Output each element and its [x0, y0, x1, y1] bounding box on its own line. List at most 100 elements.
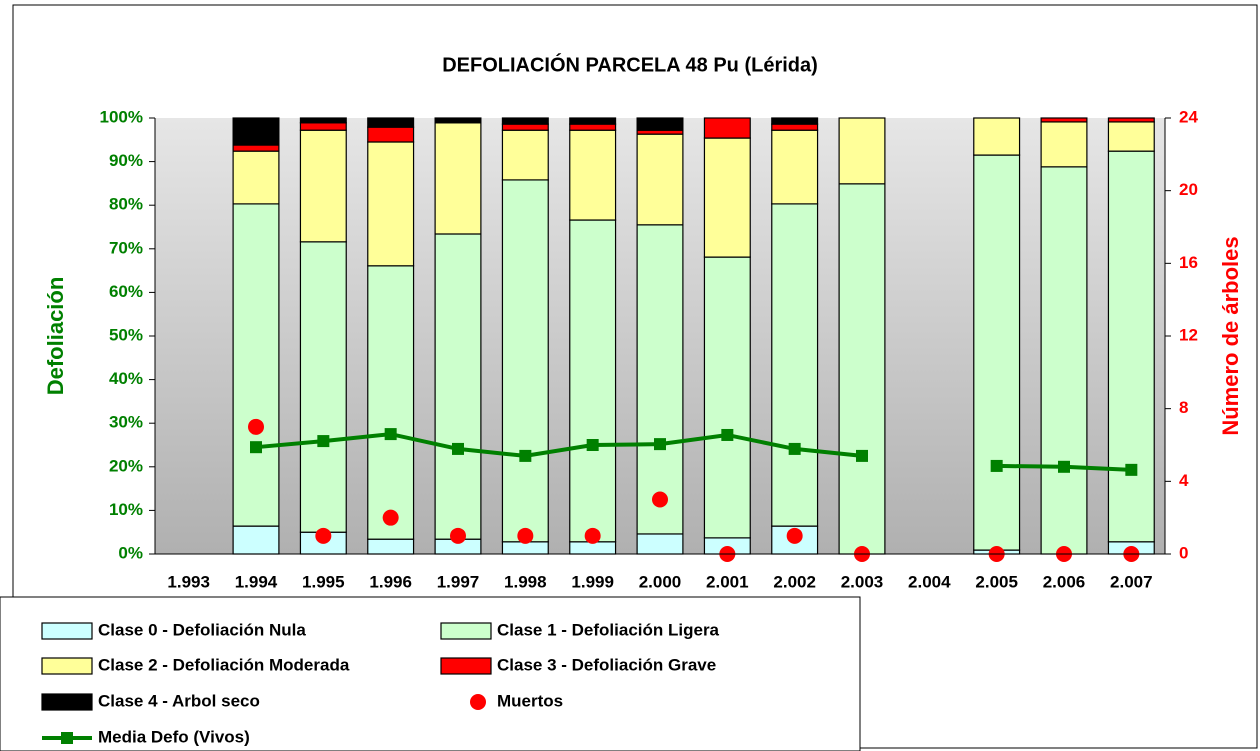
bar-segment — [1107, 117, 1155, 123]
bar-segment — [973, 117, 1021, 156]
line-marker — [990, 459, 1003, 472]
x-tick-label: 2.005 — [975, 572, 1018, 591]
legend-swatch — [41, 657, 93, 675]
bar-segment — [434, 122, 482, 235]
bar-segment — [367, 141, 415, 267]
y2-tick-label: 0 — [1179, 543, 1188, 562]
line-marker — [1125, 463, 1138, 476]
y-tick-label: 40% — [109, 369, 143, 388]
legend-label: Muertos — [497, 691, 563, 710]
bar-segment — [367, 126, 415, 143]
bar-segment — [1040, 121, 1088, 168]
dot — [248, 418, 264, 435]
x-tick-label: 1.997 — [437, 572, 480, 591]
bar-segment — [771, 129, 819, 205]
x-tick-label: 1.996 — [369, 572, 412, 591]
bar-segment — [501, 179, 549, 543]
line-marker — [519, 449, 532, 462]
bar-segment — [569, 117, 617, 125]
dot — [315, 527, 332, 544]
bar-segment — [232, 144, 280, 152]
bar-segment — [434, 233, 482, 540]
x-tick-label: 2.006 — [1043, 572, 1086, 591]
x-tick-label: 2.007 — [1110, 572, 1153, 591]
bar-segment — [636, 133, 684, 226]
x-tick-label: 2.000 — [639, 572, 682, 591]
bar-segment — [232, 150, 280, 205]
bar-segment — [569, 123, 617, 131]
y2-tick-label: 8 — [1179, 398, 1188, 417]
bar-segment — [838, 183, 886, 555]
legend-label: Clase 2 - Defoliación Moderada — [98, 655, 350, 674]
bar-segment — [771, 203, 819, 527]
y-tick-label: 10% — [109, 500, 143, 519]
dot — [584, 527, 601, 544]
y-tick-label: 30% — [109, 413, 143, 432]
legend-label: Media Defo (Vivos) — [98, 727, 250, 746]
bar-segment — [299, 122, 347, 131]
legend-label: Clase 0 - Defoliación Nula — [98, 620, 306, 639]
y-tick-label: 0% — [118, 543, 143, 562]
x-tick-label: 1.994 — [235, 572, 278, 591]
bar-segment — [973, 154, 1021, 551]
bar-segment — [367, 117, 415, 128]
dot — [382, 509, 399, 526]
bar-segment — [771, 117, 819, 125]
line-marker — [721, 428, 734, 441]
legend-label: Clase 3 - Defoliación Grave — [497, 655, 716, 674]
dot — [652, 491, 668, 508]
bar-segment — [232, 203, 280, 527]
legend-swatch — [470, 694, 486, 710]
line-marker — [250, 441, 262, 454]
x-tick-label: 1.999 — [571, 572, 614, 591]
line — [255, 432, 863, 458]
bar-segment — [501, 123, 549, 131]
legend-swatch — [61, 732, 73, 744]
legend-label: Clase 1 - Defoliación Ligera — [497, 620, 720, 639]
legend-swatch — [41, 693, 93, 711]
bar-segment — [1107, 150, 1155, 543]
y-tick-label: 60% — [109, 282, 143, 301]
chart-title: DEFOLIACIÓN PARCELA 48 Pu (Lérida) — [442, 52, 818, 76]
bar-segment — [232, 525, 280, 555]
bar-segment — [232, 117, 280, 146]
line-marker — [384, 428, 397, 441]
bar-segment — [1107, 121, 1155, 152]
x-tick-label: 1.993 — [167, 572, 210, 591]
bar-segment — [569, 219, 617, 543]
line-marker — [654, 438, 666, 451]
bar-segment — [1040, 117, 1088, 123]
legend-label: Clase 4 - Arbol seco — [98, 691, 260, 710]
y2-tick-label: 24 — [1179, 107, 1198, 126]
legend-swatch — [41, 622, 93, 640]
x-tick-label: 2.001 — [706, 572, 749, 591]
bar-segment — [771, 123, 819, 131]
y2-tick-label: 4 — [1179, 471, 1189, 490]
x-tick-label: 2.003 — [841, 572, 884, 591]
y-tick-label: 100% — [100, 107, 143, 126]
line-marker — [586, 439, 599, 451]
line-marker — [788, 442, 801, 455]
dot — [517, 527, 534, 544]
y2-tick-label: 16 — [1179, 253, 1198, 272]
y-tick-label: 20% — [109, 456, 143, 475]
bar-segment — [299, 129, 347, 243]
bar-segment — [838, 117, 886, 185]
y2-tick-label: 12 — [1179, 325, 1198, 344]
dot — [786, 527, 803, 544]
bar-segment — [636, 117, 684, 131]
bar-segment — [299, 117, 347, 124]
bar-segment — [501, 117, 549, 125]
bar-segment — [703, 137, 751, 258]
bar-segment — [299, 241, 347, 533]
legend — [0, 596, 861, 751]
bar-segment — [636, 533, 684, 555]
bar-segment — [1040, 166, 1088, 555]
y-axis-label: Defoliación — [43, 277, 68, 396]
line-marker — [856, 449, 868, 462]
x-tick-label: 2.004 — [908, 572, 951, 591]
y2-axis-label: Número de árboles — [1218, 236, 1243, 435]
x-tick-label: 2.002 — [773, 572, 816, 591]
y-tick-label: 70% — [109, 238, 143, 257]
